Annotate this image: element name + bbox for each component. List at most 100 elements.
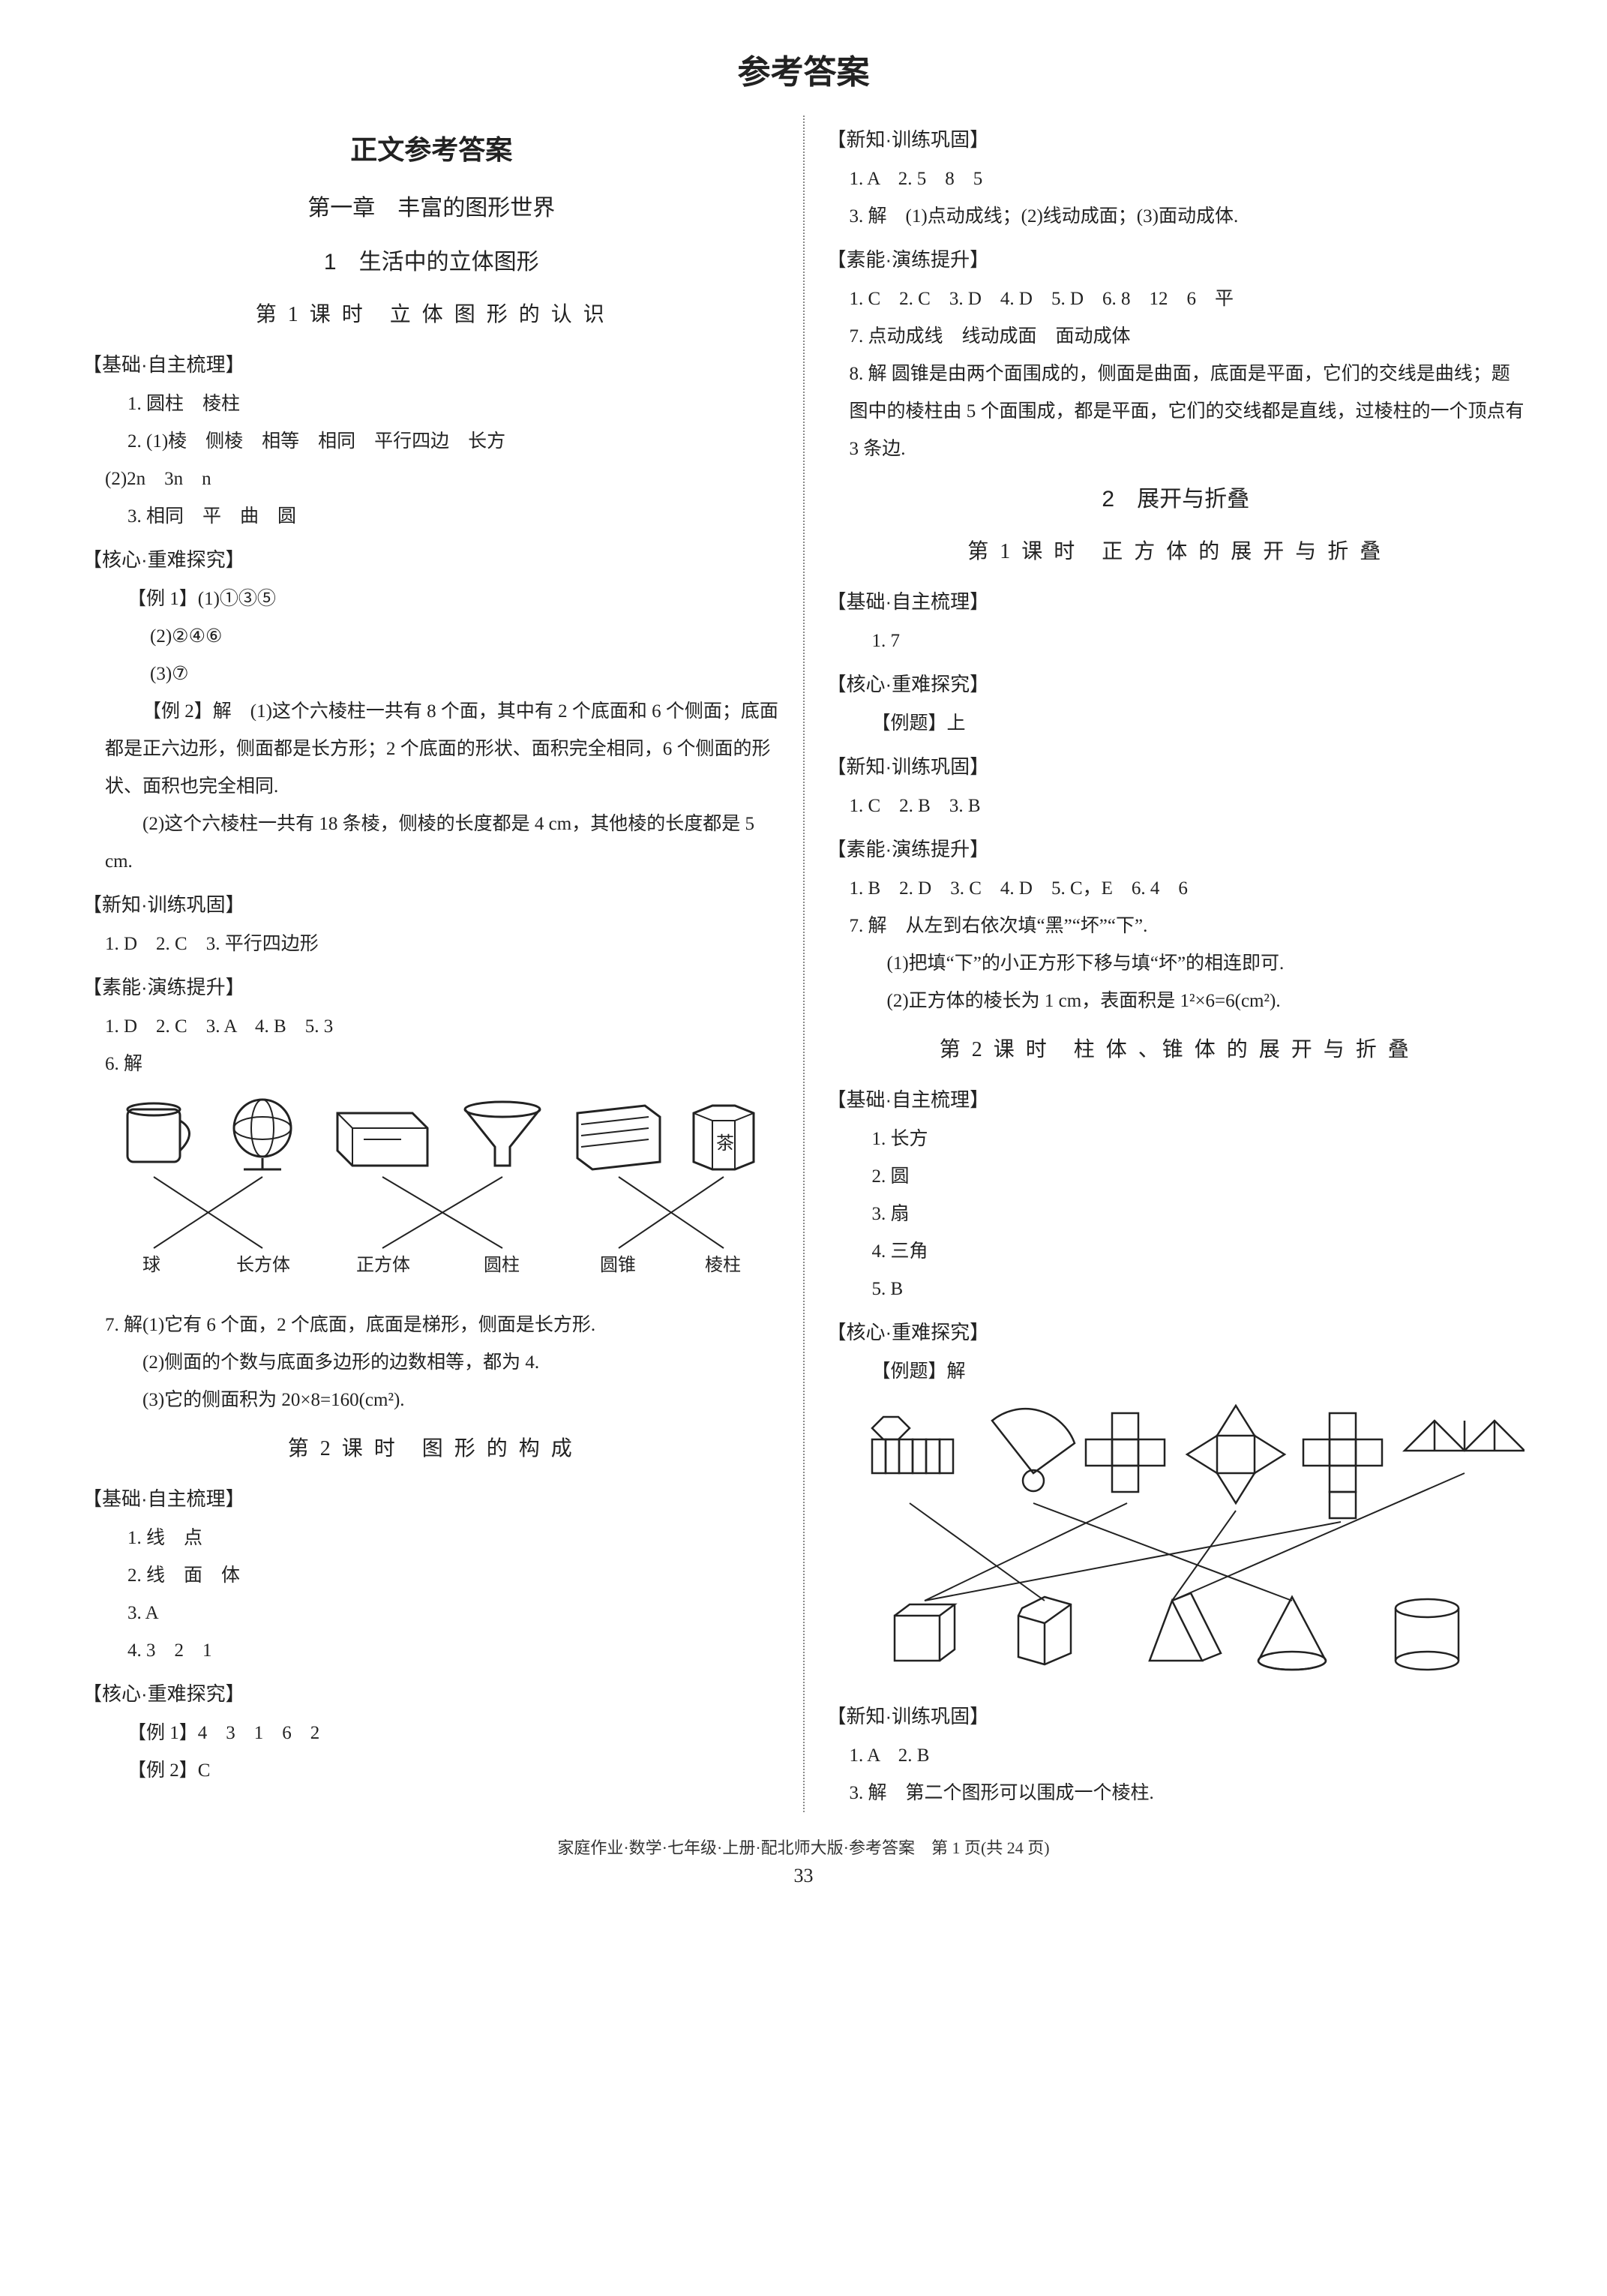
answer-line: 1. 圆柱 棱柱 [82,386,781,423]
header-jichu: 【基础·自主梳理】 [827,582,1525,621]
hex-prism-icon [1018,1597,1071,1664]
answer-line: 2. (1)棱 侧棱 相等 相同 平行四边 长方 [82,423,781,461]
mug-icon [127,1103,190,1162]
tri-strip-icon [1405,1421,1525,1451]
header-xinzhi: 【新知·训练巩固】 [82,885,781,924]
funnel-icon [465,1102,540,1166]
net-hex-icon [872,1417,953,1473]
q7-3: (3)它的侧面积为 20×8=160(cm²). [82,1382,781,1419]
answer-line: 1. D 2. C 3. A 4. B 5. 3 [82,1008,781,1046]
header-suneng: 【素能·演练提升】 [827,240,1525,279]
lesson-1: 第 1 课 时 正 方 体 的 展 开 与 折 叠 [827,531,1525,573]
tri-prism-icon [1150,1593,1221,1661]
answer-line: 【例 1】(1)①③⑤ [82,581,781,618]
answer-line: 1. A 2. B [827,1737,1525,1775]
header-suneng: 【素能·演练提升】 [827,830,1525,869]
q7-label: 7. 解 [105,1315,142,1335]
answer-line: 5. B [827,1271,1525,1308]
header-jichu: 【基础·自主梳理】 [82,345,781,384]
header-xinzhi: 【新知·训练巩固】 [827,120,1525,159]
main-title: 参考答案 [82,45,1525,93]
header-xinzhi: 【新知·训练巩固】 [827,1697,1525,1736]
topic-2: 2 展开与折叠 [827,477,1525,522]
header-hexin: 【核心·重难探究】 [827,1313,1525,1352]
answer-line: 3. 解 (1)点动成线；(2)线动成面；(3)面动成体. [827,198,1525,236]
header-hexin: 【核心·重难探究】 [82,1674,781,1713]
answer-line: 【例 1】4 3 1 6 2 [82,1715,781,1752]
answer-line: 【例题】上 [827,705,1525,743]
lesson-1: 第 1 课 时 立 体 图 形 的 认 识 [82,294,781,336]
header-suneng: 【素能·演练提升】 [82,968,781,1007]
answer-line: 1. 7 [827,623,1525,660]
section-title: 正文参考答案 [82,123,781,177]
q7: 7. 解(1)它有 6 个面，2 个底面，底面是梯形，侧面是长方形. [82,1307,781,1344]
net-cross-icon [1303,1413,1382,1518]
answer-line: 7. 点动成线 线动成面 面动成体 [827,318,1525,356]
net-pyramid-icon [1187,1406,1285,1503]
two-column-layout: 正文参考答案 第一章 丰富的图形世界 1 生活中的立体图形 第 1 课 时 立 … [82,116,1525,1812]
q6-label: 6. 解 [82,1046,781,1083]
chapter-title: 第一章 丰富的图形世界 [82,186,781,231]
answer-line: 4. 三角 [827,1233,1525,1271]
label-cuboid: 长方体 [236,1255,290,1275]
answer-line: 1. C 2. B 3. B [827,788,1525,825]
answer: (1)①③⑤ [198,589,276,609]
sector-icon [992,1409,1075,1491]
page-number: 33 [82,1865,1525,1887]
matching-diagram-1: 茶 球 长方体 正方体 圆柱 圆锥 棱柱 [105,1091,781,1299]
answer-q7b: (2)正方体的棱长为 1 cm，表面积是 1²×6=6(cm²). [827,983,1525,1020]
example-label: 【例 2】解 [142,701,232,722]
answer-q7a: (1)把填“下”的小正方形下移与填“坏”的相连即可. [827,945,1525,983]
answer-line: 4. 3 2 1 [82,1632,781,1670]
answer-line: 1. 长方 [827,1121,1525,1158]
label-prism: 棱柱 [705,1255,741,1275]
header-jichu: 【基础·自主梳理】 [82,1479,781,1518]
matching-diagram-2 [850,1398,1525,1689]
box-icon [337,1113,427,1166]
example2-p2: (2)这个六棱柱一共有 18 条棱，侧棱的长度都是 4 cm，其他棱的长度都是 … [82,806,781,881]
header-jichu: 【基础·自主梳理】 [827,1080,1525,1119]
answer-line: 【例 2】C [82,1752,781,1790]
hex-jar-icon: 茶 [694,1106,754,1169]
cone-icon [1258,1597,1326,1670]
cube-icon [895,1604,955,1661]
answer-line: 2. 线 面 体 [82,1557,781,1595]
answer-line: (2)②④⑥ [82,618,781,656]
svg-text:茶: 茶 [716,1133,734,1154]
left-column: 正文参考答案 第一章 丰富的图形世界 1 生活中的立体图形 第 1 课 时 立 … [82,116,781,1812]
answer-line: 3. 相同 平 曲 圆 [82,498,781,536]
answer-line: (3)⑦ [82,656,781,693]
answer-line: 2. 圆 [827,1158,1525,1196]
net-cube-icon [1086,1413,1165,1492]
topic-1: 1 生活中的立体图形 [82,240,781,285]
example-label: 【例题】解 [827,1353,1525,1391]
column-divider [803,116,805,1812]
answer-line: 3. A [82,1595,781,1632]
answer-line: 1. D 2. C 3. 平行四边形 [82,926,781,963]
answer-line: 3. 解 第二个图形可以围成一个棱柱. [827,1775,1525,1812]
globe-icon [234,1100,291,1169]
label-cylinder: 圆柱 [484,1255,520,1275]
q7-2: (2)侧面的个数与底面多边形的边数相等，都为 4. [82,1344,781,1382]
example-label: 【例 1】 [127,589,198,609]
answer-line: 3. 扇 [827,1196,1525,1233]
right-column: 【新知·训练巩固】 1. A 2. 5 8 5 3. 解 (1)点动成线；(2)… [827,116,1525,1812]
header-xinzhi: 【新知·训练巩固】 [827,747,1525,786]
answer-line: (2)2n 3n n [82,461,781,498]
answer-line: 1. B 2. D 3. C 4. D 5. C，E 6. 4 6 [827,870,1525,908]
label-cube: 正方体 [356,1255,410,1275]
books-icon [577,1106,660,1169]
page-footer: 家庭作业·数学·七年级·上册·配北师大版·参考答案 第 1 页(共 24 页) [82,1835,1525,1859]
header-hexin: 【核心·重难探究】 [827,665,1525,704]
answer-q8: 8. 解 圆锥是由两个面围成的，侧面是曲面，底面是平面，它们的交线是曲线；题图中… [827,356,1525,468]
answer-text: (1)它有 6 个面，2 个底面，底面是梯形，侧面是长方形. [142,1315,595,1335]
header-hexin: 【核心·重难探究】 [82,540,781,579]
answer-q7: 7. 解 从左到右依次填“黑”“坏”“下”. [827,908,1525,945]
answer-line: 1. 线 点 [82,1520,781,1557]
answer-line: 1. C 2. C 3. D 4. D 5. D 6. 8 12 6 平 [827,281,1525,318]
label-cone: 圆锥 [600,1255,636,1275]
answer-line: 1. A 2. 5 8 5 [827,161,1525,198]
cylinder-icon [1396,1599,1459,1670]
lesson-2: 第 2 课 时 柱 体 、锥 体 的 展 开 与 折 叠 [827,1029,1525,1071]
lesson-2: 第 2 课 时 图 形 的 构 成 [82,1428,781,1470]
